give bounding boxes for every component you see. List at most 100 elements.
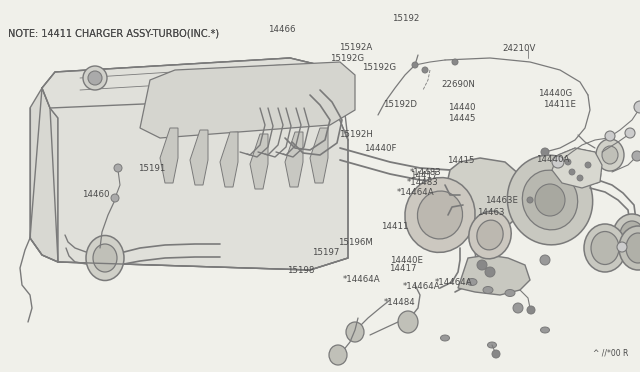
Polygon shape <box>310 128 328 183</box>
Text: 15192A: 15192A <box>339 43 372 52</box>
Text: 14440: 14440 <box>448 103 476 112</box>
Ellipse shape <box>596 139 624 171</box>
Circle shape <box>569 169 575 175</box>
Circle shape <box>585 162 591 168</box>
Circle shape <box>422 67 428 73</box>
Ellipse shape <box>417 191 463 239</box>
Ellipse shape <box>591 231 619 264</box>
Ellipse shape <box>619 226 640 270</box>
Ellipse shape <box>626 233 640 263</box>
Text: 14460: 14460 <box>82 190 109 199</box>
Ellipse shape <box>468 211 511 259</box>
Ellipse shape <box>346 322 364 342</box>
Polygon shape <box>458 255 530 295</box>
Circle shape <box>513 303 523 313</box>
Text: *14464A: *14464A <box>403 282 441 291</box>
Text: 15196M: 15196M <box>338 238 372 247</box>
Circle shape <box>605 131 615 141</box>
Text: 15192: 15192 <box>392 14 420 23</box>
Text: 22690N: 22690N <box>442 80 476 89</box>
Text: 14411E: 14411E <box>543 100 576 109</box>
Text: 15192G: 15192G <box>330 54 364 63</box>
Polygon shape <box>445 158 525 232</box>
Polygon shape <box>250 134 268 189</box>
Ellipse shape <box>488 342 497 348</box>
Circle shape <box>485 267 495 277</box>
Circle shape <box>527 306 535 314</box>
Text: NOTE: 14411 CHARGER ASSY-TURBO(INC.*): NOTE: 14411 CHARGER ASSY-TURBO(INC.*) <box>8 28 219 38</box>
Circle shape <box>617 242 627 252</box>
Circle shape <box>632 151 640 161</box>
Polygon shape <box>30 88 58 262</box>
Text: 14411: 14411 <box>381 222 409 231</box>
Text: 14466: 14466 <box>268 25 295 33</box>
Text: 14415: 14415 <box>447 156 474 165</box>
Circle shape <box>540 255 550 265</box>
Circle shape <box>492 350 500 358</box>
Text: 14440A: 14440A <box>536 155 570 164</box>
Circle shape <box>634 101 640 113</box>
Ellipse shape <box>93 244 117 272</box>
Text: 15198: 15198 <box>287 266 314 275</box>
Ellipse shape <box>405 177 475 253</box>
Ellipse shape <box>483 286 493 294</box>
Text: ^ //*00 R: ^ //*00 R <box>593 349 628 358</box>
Circle shape <box>577 175 583 181</box>
Text: 14440G: 14440G <box>538 89 572 98</box>
Text: 15197: 15197 <box>312 248 340 257</box>
Text: 14417: 14417 <box>389 264 417 273</box>
Circle shape <box>552 156 564 168</box>
Text: *14484: *14484 <box>384 298 416 307</box>
Polygon shape <box>160 128 178 183</box>
Ellipse shape <box>505 289 515 296</box>
Ellipse shape <box>535 184 565 216</box>
Text: *14464A: *14464A <box>397 188 435 197</box>
Text: 15192G: 15192G <box>362 63 396 72</box>
Ellipse shape <box>398 311 418 333</box>
Circle shape <box>541 148 549 156</box>
Polygon shape <box>42 58 345 108</box>
Circle shape <box>452 59 458 65</box>
Polygon shape <box>220 132 238 187</box>
Polygon shape <box>140 62 355 138</box>
Text: 15192D: 15192D <box>383 100 417 109</box>
Text: *14483: *14483 <box>406 178 438 187</box>
Circle shape <box>412 62 418 68</box>
Text: 14417: 14417 <box>410 171 437 180</box>
Circle shape <box>565 159 571 165</box>
Polygon shape <box>190 130 208 185</box>
Ellipse shape <box>522 170 578 230</box>
Text: 24210V: 24210V <box>502 44 536 53</box>
Ellipse shape <box>477 220 503 250</box>
Circle shape <box>477 260 487 270</box>
Polygon shape <box>285 132 303 187</box>
Ellipse shape <box>86 235 124 280</box>
Text: 14440F: 14440F <box>364 144 396 153</box>
Text: 14445: 14445 <box>448 114 476 123</box>
Text: 14463E: 14463E <box>485 196 518 205</box>
Text: 14463: 14463 <box>477 208 504 217</box>
Polygon shape <box>552 148 602 188</box>
Circle shape <box>88 71 102 85</box>
Ellipse shape <box>508 155 593 245</box>
Text: *14464A: *14464A <box>342 275 380 284</box>
Text: *14483: *14483 <box>410 169 442 177</box>
Ellipse shape <box>602 146 618 164</box>
Polygon shape <box>42 58 348 270</box>
Ellipse shape <box>620 221 640 249</box>
Ellipse shape <box>541 327 550 333</box>
Circle shape <box>114 164 122 172</box>
Text: 14440E: 14440E <box>390 256 424 265</box>
Text: *14464A: *14464A <box>435 278 473 287</box>
Text: NOTE: 14411 CHARGER ASSY-TURBO(INC.*): NOTE: 14411 CHARGER ASSY-TURBO(INC.*) <box>8 28 219 38</box>
Ellipse shape <box>440 335 449 341</box>
Ellipse shape <box>584 224 626 272</box>
Ellipse shape <box>329 345 347 365</box>
Ellipse shape <box>467 279 477 285</box>
Circle shape <box>527 197 533 203</box>
Circle shape <box>625 128 635 138</box>
Circle shape <box>111 194 119 202</box>
Text: 15192H: 15192H <box>339 130 373 139</box>
Circle shape <box>83 66 107 90</box>
Text: 15191: 15191 <box>138 164 165 173</box>
